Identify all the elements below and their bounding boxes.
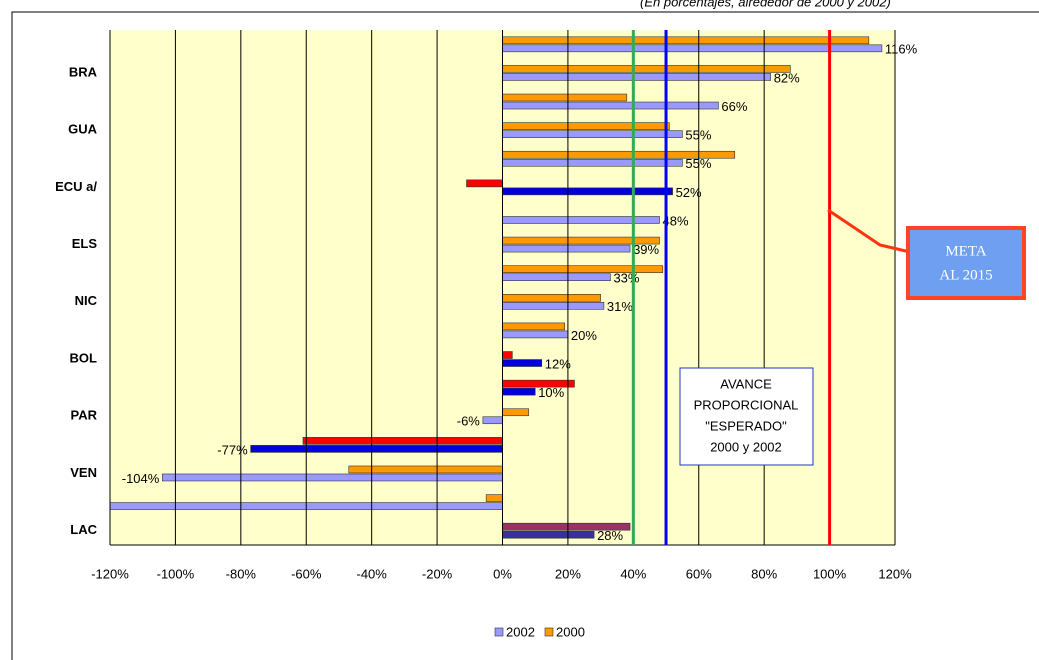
- chart-subtitle: (En porcentajes, alrededor de 2000 y 200…: [640, 0, 891, 9]
- bar: [502, 187, 673, 196]
- bar: [502, 351, 513, 359]
- y-tick-label: VEN: [70, 465, 97, 480]
- bar: [502, 359, 543, 367]
- data-label: -77%: [217, 442, 248, 457]
- legend-label: 2002: [506, 624, 535, 639]
- legend-label: 2000: [556, 624, 585, 639]
- y-tick-label: ECU a/: [55, 179, 97, 194]
- bar: [162, 473, 503, 482]
- bar: [482, 416, 503, 425]
- data-label: -6%: [457, 414, 481, 429]
- x-tick-label: -100%: [157, 566, 195, 581]
- x-tick-label: 0%: [493, 566, 512, 581]
- x-tick-label: -80%: [226, 566, 257, 581]
- annotation-box: [679, 367, 814, 466]
- bar: [302, 437, 503, 445]
- data-label: 48%: [663, 213, 689, 228]
- data-label: 12%: [545, 356, 571, 371]
- data-label: 116%: [885, 42, 918, 57]
- data-label: 33%: [613, 271, 639, 286]
- data-label: 39%: [633, 242, 659, 257]
- x-tick-label: 60%: [686, 566, 712, 581]
- data-label: 10%: [538, 385, 564, 400]
- y-tick-label: LAC: [70, 522, 97, 537]
- bar: [502, 44, 883, 53]
- bar: [502, 73, 772, 81]
- bar: [485, 494, 503, 502]
- annotation-connector: [827, 208, 911, 254]
- y-tick-label: NIC: [75, 293, 98, 308]
- bar: [466, 179, 503, 188]
- x-tick-label: -40%: [356, 566, 387, 581]
- annotation-text: PROPORCIONAL: [694, 397, 799, 412]
- bar: [502, 387, 536, 396]
- bar: [502, 322, 565, 331]
- legend-swatch: [544, 627, 554, 637]
- bar: [502, 158, 683, 167]
- annotation-text: AVANCE: [720, 376, 772, 391]
- bar: [250, 445, 503, 453]
- data-label: 66%: [721, 99, 747, 114]
- x-tick-label: -20%: [422, 566, 453, 581]
- bar: [502, 65, 791, 73]
- x-tick-label: -60%: [291, 566, 322, 581]
- bar: [502, 244, 631, 253]
- annotation-box: [906, 226, 1026, 300]
- y-tick-label: GUA: [68, 122, 98, 137]
- bar: [502, 302, 605, 310]
- x-tick-label: 80%: [751, 566, 777, 581]
- x-tick-label: 40%: [620, 566, 646, 581]
- data-label: 20%: [571, 328, 597, 343]
- bar: [502, 93, 628, 102]
- annotation-text: 2000 y 2002: [710, 439, 782, 454]
- x-tick-label: 100%: [813, 566, 847, 581]
- data-label: 55%: [685, 128, 711, 143]
- bar: [502, 122, 670, 130]
- legend-swatch: [494, 627, 504, 637]
- bar: [502, 530, 595, 539]
- data-label: -104%: [122, 471, 160, 486]
- annotation-text: AL 2015: [939, 267, 992, 283]
- data-label: 31%: [607, 299, 633, 314]
- y-tick-label: PAR: [71, 408, 98, 423]
- annotation-text: META: [945, 243, 986, 259]
- data-label: 52%: [676, 185, 702, 200]
- y-tick-label: BOL: [70, 350, 98, 365]
- x-tick-label: 20%: [555, 566, 581, 581]
- y-tick-label: ELS: [72, 236, 98, 251]
- bar: [502, 273, 611, 281]
- data-label: 28%: [597, 528, 623, 543]
- y-tick-label: BRA: [69, 64, 98, 79]
- x-tick-label: -120%: [91, 566, 129, 581]
- bar: [502, 408, 529, 417]
- x-tick-label: 120%: [878, 566, 912, 581]
- bar: [502, 294, 601, 302]
- annotation-text: "ESPERADO": [705, 418, 787, 433]
- data-label: 55%: [685, 156, 711, 171]
- bar: [502, 36, 870, 45]
- bar: [502, 130, 683, 138]
- data-label: 82%: [774, 70, 800, 85]
- bar: [502, 101, 719, 110]
- bar: [502, 216, 660, 224]
- bar: [502, 330, 569, 339]
